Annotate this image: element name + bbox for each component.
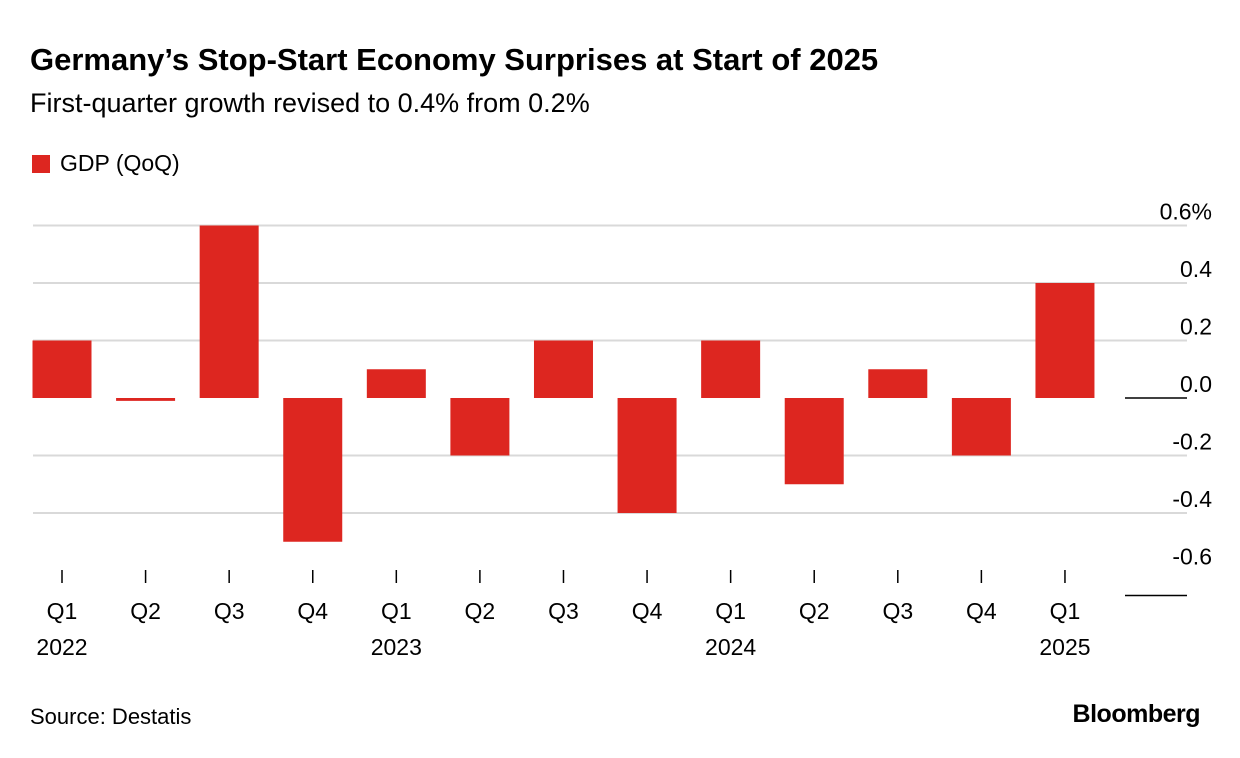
legend: GDP (QoQ) <box>32 150 180 177</box>
bar <box>199 225 259 398</box>
y-tick-label: 0.6% <box>1160 199 1212 225</box>
y-tick-label: 0.4 <box>1180 256 1212 282</box>
x-year-label: 2025 <box>1039 634 1090 660</box>
x-tick-label: Q4 <box>966 598 997 624</box>
bar <box>784 398 844 485</box>
bar <box>701 340 761 398</box>
bar <box>32 340 92 398</box>
bar <box>533 340 593 398</box>
legend-swatch <box>32 154 50 173</box>
x-tick-label: Q1 <box>47 598 78 624</box>
y-tick-label: 0.0 <box>1180 371 1212 397</box>
x-tick-label: Q1 <box>1050 598 1081 624</box>
chart-title: Germany’s Stop-Start Economy Surprises a… <box>30 42 879 77</box>
x-tick-label: Q3 <box>548 598 579 624</box>
bar <box>366 369 426 398</box>
bar <box>283 398 343 542</box>
x-tick-label: Q4 <box>297 598 328 624</box>
y-tick-label: -0.6 <box>1172 544 1212 570</box>
bloomberg-logo: Bloomberg <box>1072 700 1201 728</box>
bar <box>951 398 1011 456</box>
bar <box>868 369 928 398</box>
bar <box>1035 283 1095 398</box>
x-tick-label: Q2 <box>130 598 161 624</box>
chart-subtitle: First-quarter growth revised to 0.4% fro… <box>30 88 590 118</box>
x-year-label: 2022 <box>36 634 87 660</box>
x-tick-label: Q2 <box>799 598 830 624</box>
x-tick-label: Q3 <box>882 598 913 624</box>
x-year-label: 2024 <box>705 634 756 660</box>
x-tick-label: Q2 <box>465 598 496 624</box>
x-tick-label: Q1 <box>381 598 412 624</box>
y-tick-label: -0.4 <box>1172 486 1212 512</box>
y-tick-label: 0.2 <box>1180 314 1212 340</box>
x-tick-label: Q1 <box>715 598 746 624</box>
x-year-label: 2023 <box>371 634 422 660</box>
source-note: Source: Destatis <box>30 704 192 729</box>
legend-label: GDP (QoQ) <box>60 150 180 176</box>
y-tick-label: -0.2 <box>1172 429 1212 455</box>
bar <box>450 398 510 456</box>
bar <box>617 398 677 513</box>
x-tick-label: Q3 <box>214 598 245 624</box>
x-tick-label: Q4 <box>632 598 663 624</box>
bar <box>116 398 176 401</box>
